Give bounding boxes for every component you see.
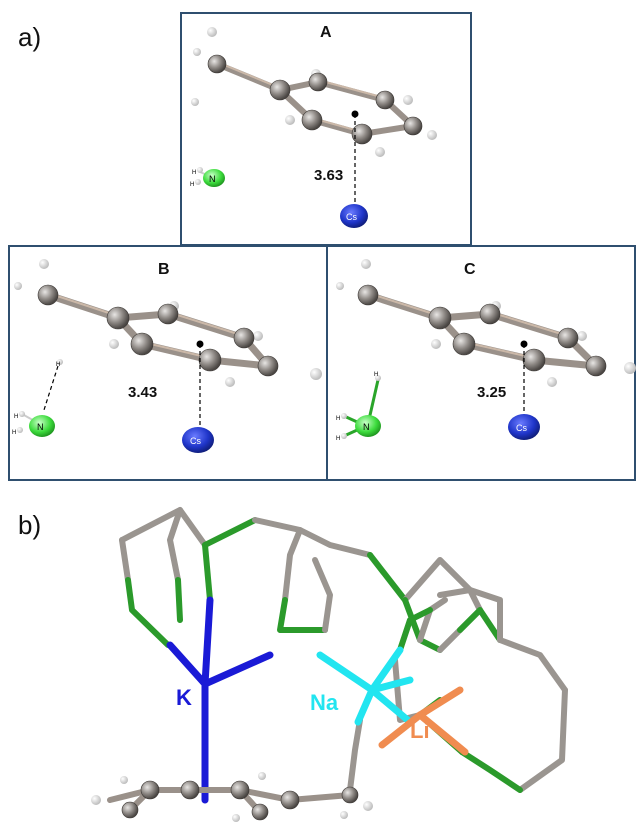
sodium-bonds [316, 646, 414, 726]
box-a-distance: 3.63 [314, 167, 344, 184]
svg-text:N: N [363, 422, 370, 432]
toluene-molecule-b: Cs N H H H [12, 259, 322, 453]
svg-text:N: N [209, 174, 216, 184]
cesium-label-c: Cs [516, 423, 527, 433]
box-a-title: A [320, 24, 332, 41]
potassium-bonds [166, 596, 274, 804]
box-c-distance: 3.25 [477, 384, 507, 401]
panel-a-label: a) [18, 22, 42, 52]
svg-text:H: H [56, 362, 60, 368]
toluene-molecule-c: Cs N H H H [336, 259, 636, 442]
box-b-distance: 3.43 [128, 384, 158, 401]
cesium-atom-c [508, 414, 540, 440]
structure-box-a: A 3.63 [180, 12, 472, 246]
potassium-label: K [176, 685, 192, 710]
panel-b-label: b) [18, 510, 42, 540]
ammonia-c: N H H H [336, 372, 381, 442]
svg-text:H: H [14, 414, 18, 420]
svg-text:H: H [336, 436, 340, 442]
svg-text:N: N [37, 422, 44, 432]
lithium-bonds [378, 686, 469, 756]
svg-text:H: H [190, 182, 194, 188]
toluene-hydrogens-b [91, 772, 373, 822]
svg-text:H: H [12, 430, 16, 436]
sodium-label: Na [310, 690, 339, 715]
cesium-atom-b [182, 427, 214, 453]
ammonia-b: N H H H [12, 359, 63, 437]
cesium-label-b: Cs [190, 436, 201, 446]
ammonia-a: N H H [190, 167, 225, 188]
lithium-label: Li [410, 718, 430, 743]
toluene-molecule-a: Cs N H H [190, 27, 437, 228]
cesium-atom-a [340, 204, 368, 228]
svg-text:H: H [192, 170, 196, 176]
toluene-atoms-b [121, 780, 359, 821]
box-c-title: C [464, 261, 476, 278]
svg-text:H: H [374, 372, 378, 378]
svg-text:H: H [336, 416, 340, 422]
box-b-title: B [158, 261, 170, 278]
cesium-label-a: Cs [346, 212, 357, 222]
heterobimetallic-structure [107, 507, 568, 815]
